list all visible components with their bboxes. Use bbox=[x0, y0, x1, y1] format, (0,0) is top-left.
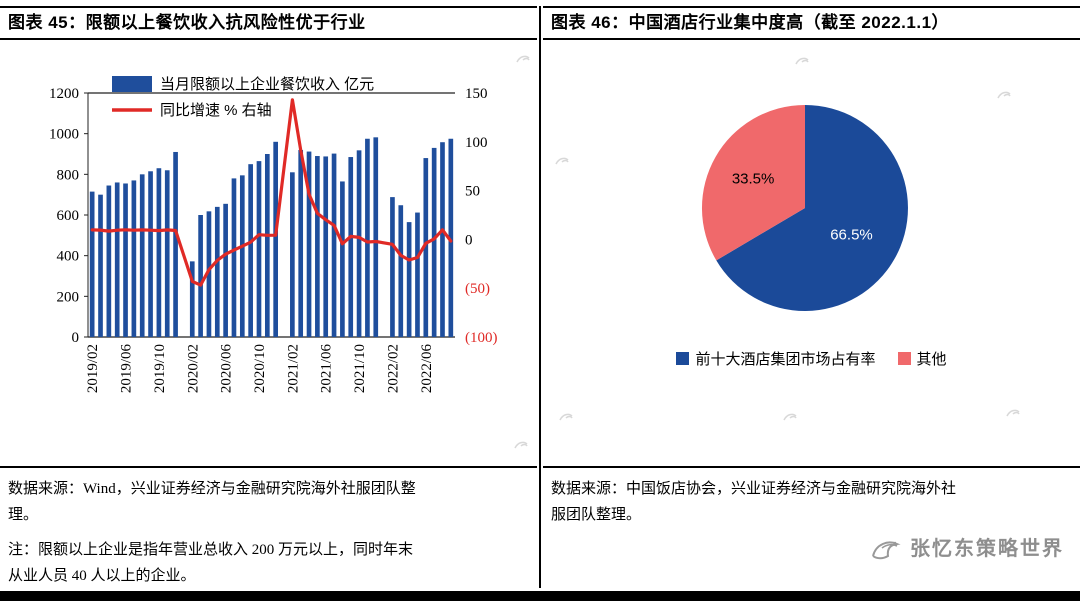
legend-label-other: 其他 bbox=[916, 352, 947, 368]
svg-text:0: 0 bbox=[465, 232, 473, 248]
figure-46-source: 数据来源：中国饭店协会，兴业证券经济与金融研究院海外社 服团队整理。 张忆东策略… bbox=[543, 466, 1080, 596]
brand-watermark: 张忆东策略世界 bbox=[870, 536, 1064, 562]
svg-text:2019/02: 2019/02 bbox=[85, 344, 101, 393]
source-line: 数据来源：中国饭店协会，兴业证券经济与金融研究院海外社 bbox=[551, 481, 957, 497]
svg-text:50: 50 bbox=[465, 184, 480, 200]
svg-text:2020/10: 2020/10 bbox=[252, 344, 268, 393]
figure-45-source: 数据来源：Wind，兴业证券经济与金融研究院海外社服团队整 理。 注：限额以上企… bbox=[0, 466, 537, 596]
figure-46-title: 图表 46：中国酒店行业集中度高（截至 2022.1.1） bbox=[543, 6, 1080, 40]
svg-text:2021/02: 2021/02 bbox=[285, 344, 301, 393]
restaurant-revenue-chart: 0 200 400 600 800 1000 1200 150 100 50 0 (50) (100) 2… bbox=[0, 40, 537, 466]
svg-text:2022/02: 2022/02 bbox=[385, 344, 401, 393]
svg-text:0: 0 bbox=[72, 330, 80, 346]
bird-icon bbox=[872, 541, 901, 560]
svg-text:600: 600 bbox=[57, 208, 80, 224]
source-line: 服团队整理。 bbox=[551, 507, 642, 523]
legend-swatch-other bbox=[897, 352, 911, 365]
svg-text:200: 200 bbox=[57, 289, 80, 305]
svg-text:2021/10: 2021/10 bbox=[352, 344, 368, 393]
figure-panels: 图表 45：限额以上餐饮收入抗风险性优于行业 0 200 400 600 800 1000… bbox=[0, 6, 1080, 596]
source-line: 数据来源：Wind，兴业证券经济与金融研究院海外社服团队整 bbox=[8, 481, 416, 497]
bottom-bar bbox=[0, 591, 1080, 601]
panel-divider bbox=[539, 6, 541, 588]
svg-text:400: 400 bbox=[57, 249, 80, 265]
svg-text:2020/06: 2020/06 bbox=[219, 344, 235, 394]
svg-text:2022/06: 2022/06 bbox=[419, 344, 435, 394]
pie-legend: 前十大酒店集团市场占有率 其他 bbox=[543, 348, 1080, 369]
note-line: 从业人员 40 人以上的企业。 bbox=[8, 568, 196, 584]
svg-text:(100): (100) bbox=[465, 330, 498, 346]
svg-text:同比增速 % 右轴: 同比增速 % 右轴 bbox=[160, 102, 272, 119]
svg-text:66.5%: 66.5% bbox=[830, 227, 873, 244]
svg-text:2021/06: 2021/06 bbox=[319, 344, 335, 394]
panel-figure-45: 图表 45：限额以上餐饮收入抗风险性优于行业 0 200 400 600 800 1000… bbox=[0, 6, 537, 596]
svg-text:800: 800 bbox=[57, 167, 80, 183]
svg-text:100: 100 bbox=[465, 135, 488, 151]
source-line: 理。 bbox=[8, 507, 39, 523]
bar-line-chart-svg: 0 200 400 600 800 1000 1200 150 100 50 0 (50) (100) 2… bbox=[49, 75, 498, 394]
svg-text:33.5%: 33.5% bbox=[732, 170, 775, 187]
figure-45-title: 图表 45：限额以上餐饮收入抗风险性优于行业 bbox=[0, 6, 537, 40]
svg-text:150: 150 bbox=[465, 86, 488, 102]
svg-text:2019/10: 2019/10 bbox=[152, 344, 168, 393]
svg-text:2019/06: 2019/06 bbox=[119, 344, 135, 394]
pie-chart-svg: 66.5% 33.5% bbox=[701, 105, 908, 311]
svg-text:当月限额以上企业餐饮收入 亿元: 当月限额以上企业餐饮收入 亿元 bbox=[160, 75, 374, 93]
note-line: 注：限额以上企业是指年营业总收入 200 万元以上，同时年末 bbox=[8, 542, 414, 558]
hotel-concentration-chart: 66.5% 33.5% 前十大酒店集团市场占有率 其他 bbox=[543, 40, 1080, 466]
brand-text: 张忆东策略世界 bbox=[910, 538, 1064, 560]
legend-swatch-top10 bbox=[676, 352, 690, 365]
svg-text:2020/02: 2020/02 bbox=[185, 344, 201, 393]
svg-text:(50): (50) bbox=[465, 281, 490, 297]
svg-text:1200: 1200 bbox=[49, 86, 79, 102]
legend-label-top10: 前十大酒店集团市场占有率 bbox=[695, 352, 876, 368]
svg-text:1000: 1000 bbox=[49, 127, 79, 143]
panel-figure-46: 图表 46：中国酒店行业集中度高（截至 2022.1.1） 66.5% 33.5%… bbox=[543, 6, 1080, 596]
